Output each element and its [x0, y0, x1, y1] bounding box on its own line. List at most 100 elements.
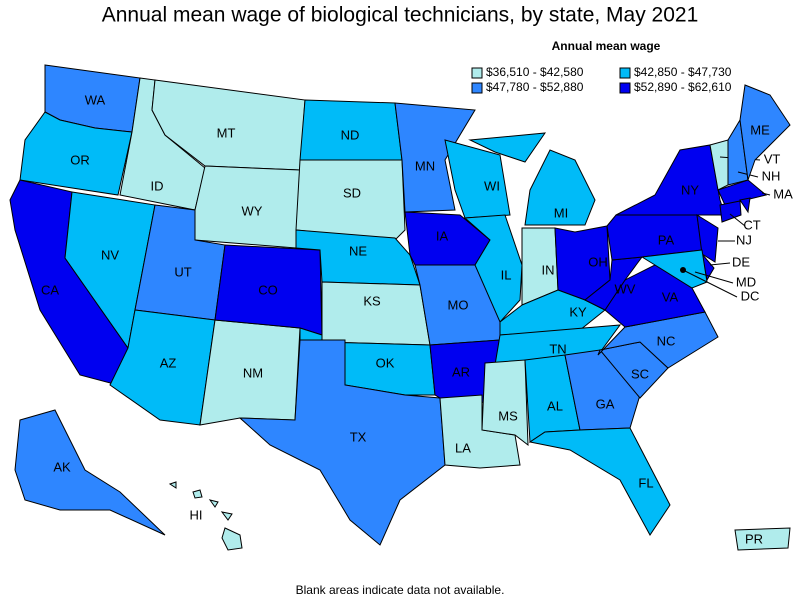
- state: NM: [199, 319, 301, 426]
- state-label: IN: [542, 262, 555, 277]
- state-shape: [481, 359, 529, 447]
- state-label: LA: [455, 440, 471, 455]
- state-label: ME: [750, 122, 770, 137]
- state-label: ND: [341, 127, 360, 142]
- state-label: KY: [569, 304, 587, 319]
- state-label: KS: [363, 293, 381, 308]
- state: TX: [238, 339, 446, 546]
- state-shape: [524, 149, 596, 226]
- state: MA: [717, 179, 793, 214]
- state-shape: [615, 144, 726, 216]
- state-shape: [208, 499, 219, 508]
- state-label: NM: [243, 365, 263, 380]
- state-shape: [194, 165, 301, 249]
- state-shape: [739, 197, 751, 214]
- state: CT: [719, 200, 761, 232]
- state-shape: [734, 527, 791, 551]
- state-label: AK: [53, 459, 71, 474]
- state: OR: [19, 111, 133, 196]
- state-label: WY: [242, 203, 263, 218]
- legend-swatch: [471, 82, 483, 94]
- state-label: VT: [764, 151, 781, 166]
- legend-label: $36,510 - $42,580: [486, 65, 584, 79]
- state-label: WI: [484, 178, 500, 193]
- state-label: OH: [588, 254, 608, 269]
- state-shape: [14, 409, 166, 536]
- state: AK: [14, 409, 166, 536]
- state: IL: [463, 214, 523, 323]
- state-label: NJ: [736, 232, 752, 247]
- state-shape: [394, 102, 476, 213]
- state-shape: [528, 427, 671, 536]
- state-label: WV: [615, 281, 636, 296]
- state-label: NC: [657, 333, 676, 348]
- state-label: CT: [743, 217, 760, 232]
- state-label: ID: [151, 178, 164, 193]
- state: NV: [64, 191, 156, 350]
- state-label: SD: [343, 185, 361, 200]
- legend-swatch: [619, 67, 631, 79]
- state-shape: [717, 179, 768, 206]
- state: MN: [394, 102, 476, 213]
- legend-title: Annual mean wage: [552, 39, 661, 53]
- state-shape: [682, 269, 738, 298]
- state-label: VA: [662, 289, 679, 304]
- state: SD: [295, 159, 406, 241]
- legend-label: $52,890 - $62,610: [634, 80, 732, 94]
- state-label: NY: [681, 182, 699, 197]
- state: MT: [151, 79, 306, 171]
- state-label: PR: [745, 531, 763, 546]
- state-shape: [220, 511, 233, 521]
- state: FL: [528, 427, 671, 536]
- state: NE: [295, 229, 421, 286]
- state-shape: [729, 213, 746, 227]
- state-label: NE: [349, 243, 367, 258]
- legend-swatch: [619, 82, 631, 94]
- state-label: MI: [554, 205, 568, 220]
- state: PR: [734, 527, 791, 551]
- state-label: OK: [376, 355, 395, 370]
- state-label: MS: [498, 408, 518, 423]
- legend-swatch: [471, 67, 483, 79]
- state-shape: [694, 271, 734, 284]
- state: WI: [444, 139, 511, 219]
- state-label: IA: [436, 228, 449, 243]
- state-label: NH: [762, 168, 781, 183]
- state-shape: [463, 214, 523, 323]
- state: MD: [640, 249, 756, 289]
- state-shape: [192, 489, 203, 499]
- state: WY: [194, 165, 301, 249]
- title: Annual mean wage of biological technicia…: [102, 4, 699, 27]
- state-label: HI: [190, 507, 203, 522]
- state-label: FL: [638, 475, 653, 490]
- state-shape: [238, 339, 446, 546]
- state-label: AL: [547, 398, 563, 413]
- state-shape: [221, 527, 243, 551]
- state: OH: [554, 225, 611, 301]
- state-label: OR: [70, 152, 90, 167]
- state: HI: [168, 481, 243, 551]
- state: LA: [439, 394, 521, 469]
- state-label: AR: [452, 364, 470, 379]
- state-shape: [640, 249, 708, 289]
- state-label: MT: [217, 125, 236, 140]
- state: KS: [321, 281, 431, 346]
- state-label: IL: [501, 267, 512, 282]
- state-shape: [321, 281, 431, 346]
- state-label: DC: [741, 288, 760, 303]
- state: NY: [615, 144, 726, 216]
- state-label: MA: [773, 186, 793, 201]
- state: MS: [481, 359, 529, 447]
- state-shape: [295, 159, 406, 241]
- legend-label: $42,850 - $47,730: [634, 65, 732, 79]
- state-label: MN: [415, 158, 435, 173]
- state: PA: [606, 214, 703, 261]
- state-shape: [709, 262, 731, 266]
- state-shape: [719, 200, 742, 223]
- state-label: MD: [736, 274, 756, 289]
- state-label: PA: [658, 232, 675, 247]
- state-label: SC: [631, 366, 649, 381]
- state: CO: [214, 244, 323, 336]
- state-label: CO: [258, 282, 278, 297]
